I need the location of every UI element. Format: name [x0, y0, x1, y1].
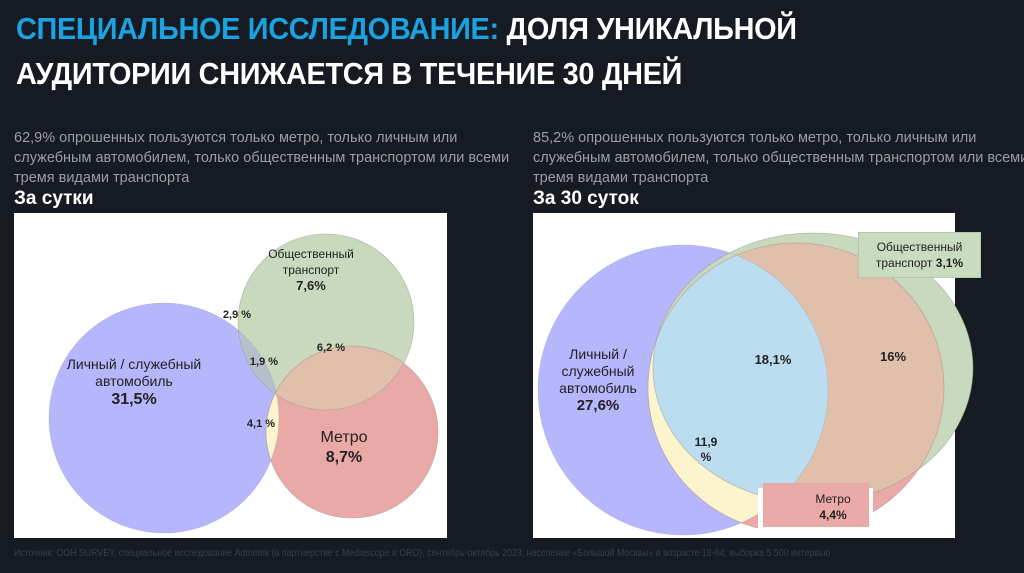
car-label: Личный / служебный автомобиль 31,5% [66, 356, 202, 408]
metro-label: Метро 8,7% [320, 429, 368, 466]
title-rest: ДОЛЯ УНИКАЛЬНОЙ [498, 11, 797, 46]
all-three-value: 1,9 % [249, 356, 279, 368]
car-value: 31,5% [111, 391, 157, 408]
metro-value: 8,7% [325, 449, 363, 466]
car-value: 27,6% [576, 397, 620, 414]
venn-daily: Личный / служебный автомобиль 31,5% Обще… [14, 213, 447, 538]
car-transit-value: 2,9 % [222, 309, 252, 321]
source-footnote: Источник: OOH SURVEY, специальное исслед… [14, 548, 831, 559]
daily-period-label: За сутки [14, 188, 94, 209]
car-circle [49, 303, 279, 533]
transit-value: 7,6% [296, 278, 326, 293]
title-line2: АУДИТОРИИ СНИЖАЕТСЯ В ТЕЧЕНИЕ 30 ДНЕЙ [16, 56, 683, 91]
car-metro-value: 4,1 % [246, 418, 276, 430]
transit-label: Общественный транспорт 7,6% [268, 247, 354, 293]
metro-label-bg [763, 483, 869, 527]
venn-monthly: Личный / служебный автомобиль 27,6% Обще… [533, 213, 981, 538]
transit-value: 3,1% [935, 256, 964, 270]
car-label: Личный / служебный автомобиль 27,6% [559, 346, 637, 414]
metro-label: Метро 4,4% [815, 492, 851, 522]
all-three-value: 18,1% [754, 352, 792, 367]
venn-daily-diagram [48, 233, 439, 534]
title-accent: СПЕЦИАЛЬНОЕ ИССЛЕДОВАНИЕ: [16, 11, 499, 46]
monthly-description: 85,2% опрошенных пользуются только метро… [533, 130, 1024, 186]
metro-value: 4,4% [819, 508, 847, 522]
monthly-period-label: За 30 суток [533, 188, 639, 209]
transit-metro-value: 16% [879, 349, 907, 364]
car-metro-value: 11,9 % [694, 435, 718, 464]
transit-label-box: Общественный транспорт 3,1% [858, 232, 981, 278]
daily-description: 62,9% опрошенных пользуются только метро… [14, 130, 510, 186]
page-title: СПЕЦИАЛЬНОЕ ИССЛЕДОВАНИЕ: ДОЛЯ УНИКАЛЬНО… [16, 6, 946, 96]
transit-metro-value: 6,2 % [316, 342, 346, 354]
